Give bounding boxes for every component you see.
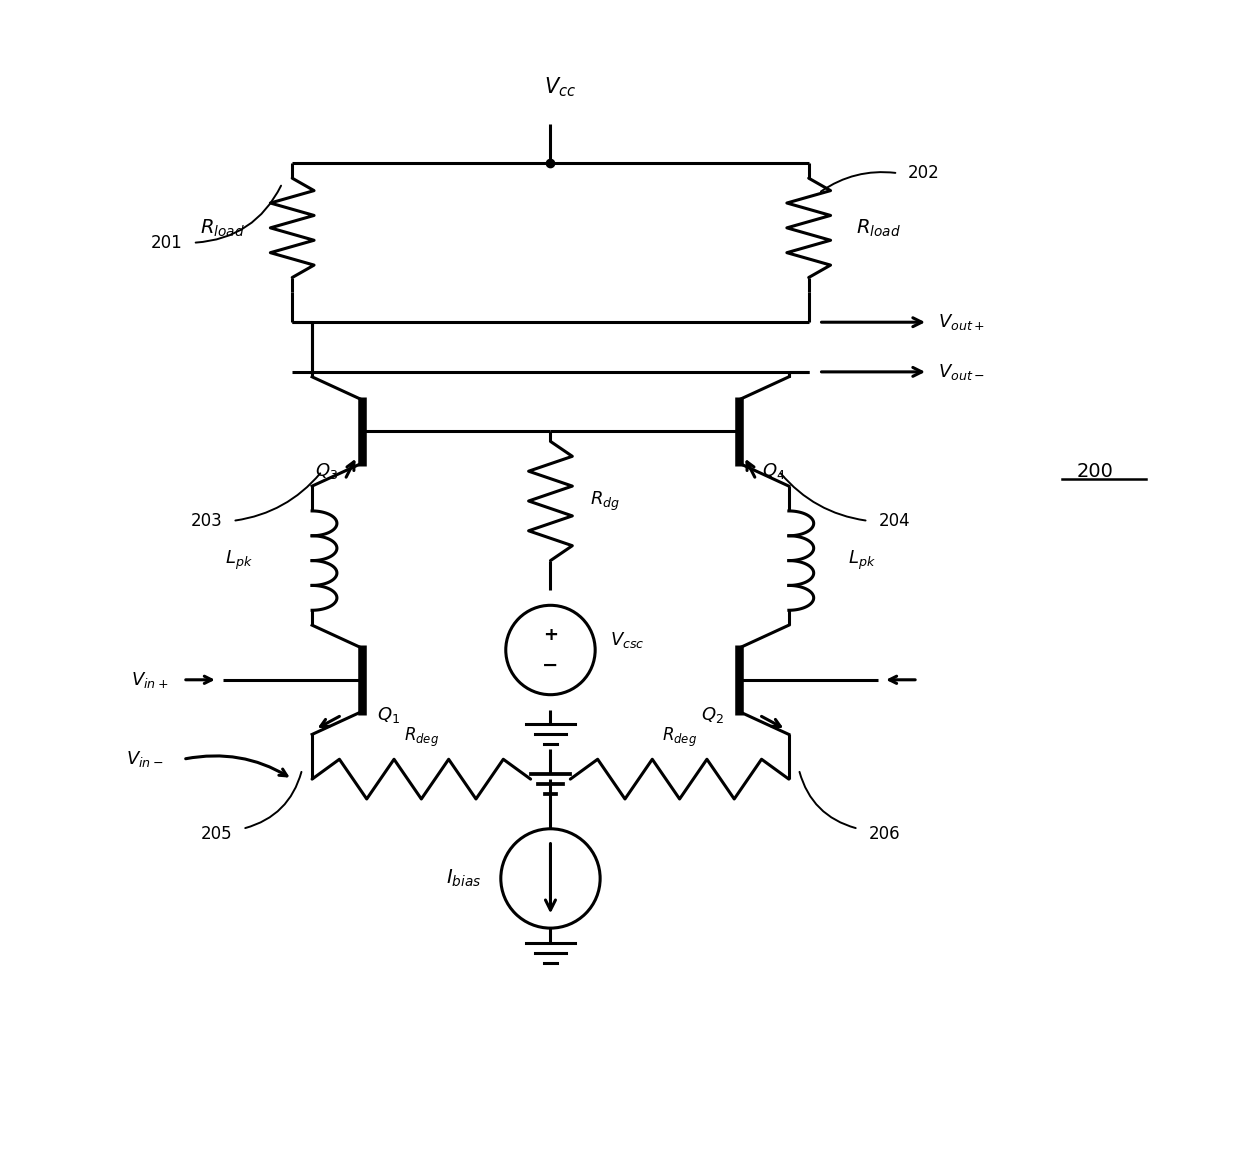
- Text: 202: 202: [908, 165, 940, 182]
- Text: 206: 206: [868, 825, 900, 843]
- Text: $Q_4$: $Q_4$: [763, 462, 786, 481]
- Text: $L_{pk}$: $L_{pk}$: [224, 549, 253, 572]
- Text: 203: 203: [191, 512, 223, 529]
- Text: $I_{bias}$: $I_{bias}$: [445, 868, 481, 889]
- Text: $V_{in-}$: $V_{in-}$: [125, 749, 164, 769]
- Text: −: −: [542, 655, 559, 674]
- Text: $L_{pk}$: $L_{pk}$: [848, 549, 877, 572]
- Text: $Q_3$: $Q_3$: [315, 462, 339, 481]
- Text: $R_{deg}$: $R_{deg}$: [662, 726, 697, 749]
- Text: $V_{csc}$: $V_{csc}$: [610, 630, 645, 650]
- Text: $V_{out+}$: $V_{out+}$: [937, 312, 985, 333]
- Text: +: +: [543, 626, 558, 645]
- Text: $R_{dg}$: $R_{dg}$: [590, 489, 620, 512]
- Text: 205: 205: [201, 825, 233, 843]
- Text: $V_{cc}$: $V_{cc}$: [544, 75, 577, 99]
- Text: 201: 201: [151, 234, 184, 252]
- Text: $V_{out-}$: $V_{out-}$: [937, 361, 985, 382]
- Text: $Q_1$: $Q_1$: [377, 704, 399, 725]
- Text: $R_{load}$: $R_{load}$: [856, 218, 900, 238]
- Text: $Q_2$: $Q_2$: [702, 704, 724, 725]
- Text: 200: 200: [1076, 462, 1114, 481]
- Text: $V_{in+}$: $V_{in+}$: [130, 670, 169, 689]
- Text: $R_{deg}$: $R_{deg}$: [404, 726, 439, 749]
- Text: $R_{load}$: $R_{load}$: [201, 218, 246, 238]
- Text: 204: 204: [878, 512, 910, 529]
